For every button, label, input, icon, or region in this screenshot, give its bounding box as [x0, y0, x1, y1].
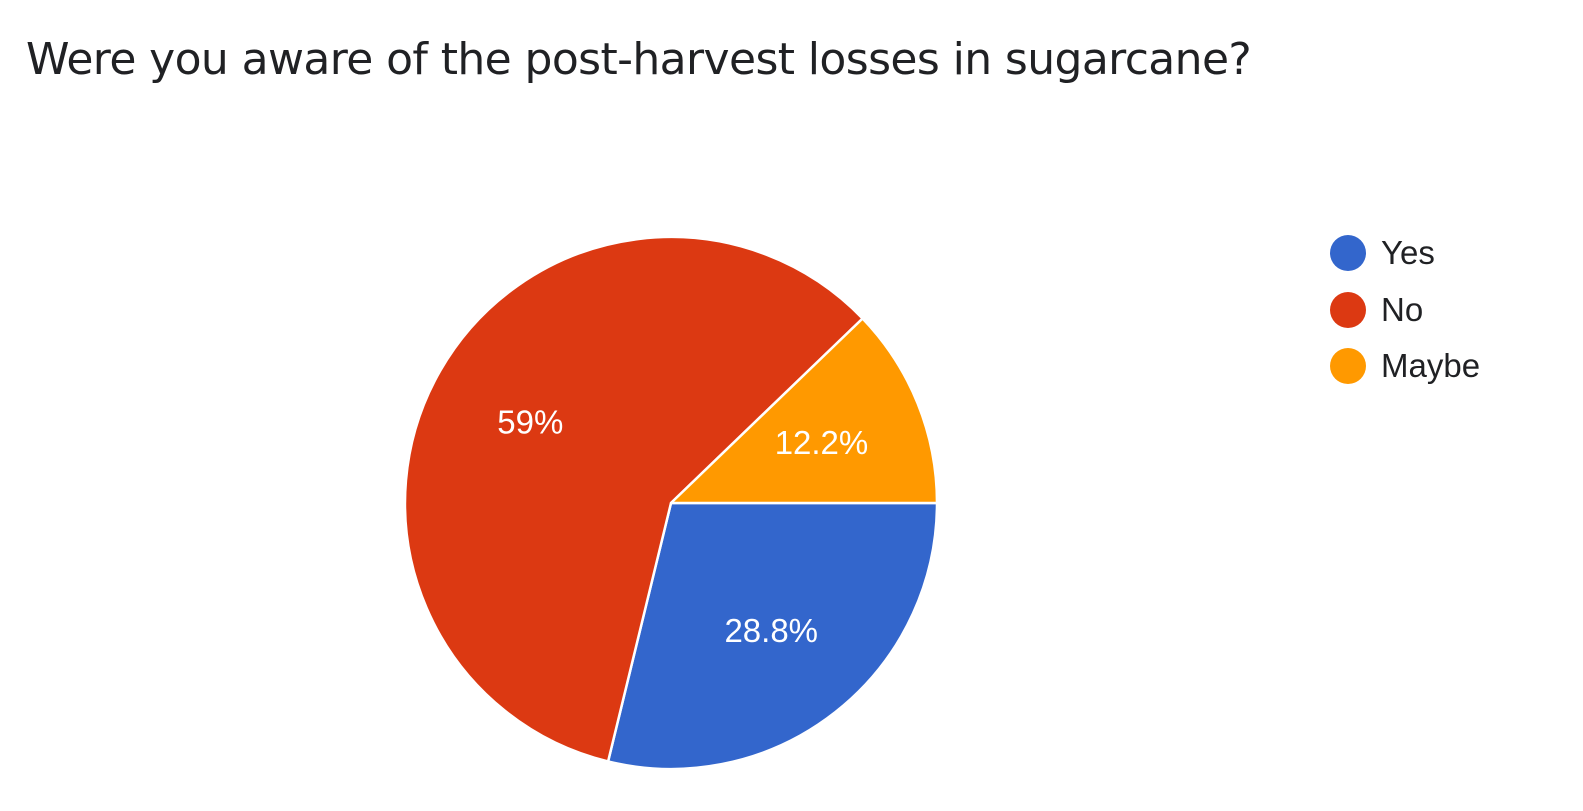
- legend-swatch-yes: [1330, 235, 1366, 271]
- pie-slices: [403, 235, 939, 771]
- pie-label-yes: 28.8%: [724, 612, 818, 649]
- pie-slice-maybe[interactable]: [669, 317, 939, 505]
- chart-legend: Yes No Maybe: [1330, 234, 1480, 404]
- legend-swatch-maybe: [1330, 348, 1366, 384]
- legend-item-maybe[interactable]: Maybe: [1330, 347, 1480, 385]
- pie-label-no: 59%: [497, 404, 563, 441]
- pie-labels: 28.8% 59% 12.2%: [497, 404, 868, 649]
- legend-label-maybe: Maybe: [1381, 347, 1481, 384]
- legend-item-no[interactable]: No: [1330, 291, 1480, 329]
- pie-slice-yes[interactable]: [606, 501, 939, 771]
- legend-label-yes: Yes: [1381, 234, 1435, 271]
- legend-label-no: No: [1381, 290, 1424, 328]
- legend-swatch-no: [1330, 291, 1366, 328]
- pie-label-maybe: 12.2%: [775, 424, 869, 461]
- legend-item-yes[interactable]: Yes: [1330, 234, 1480, 272]
- chart-title: Were you aware of the post-harvest losse…: [26, 34, 1252, 85]
- pie-slice-no[interactable]: [403, 235, 864, 763]
